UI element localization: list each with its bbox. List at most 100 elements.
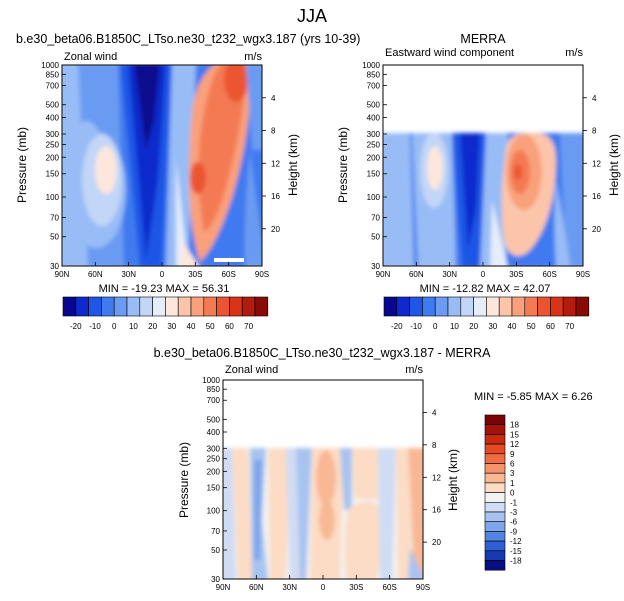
diff-colorbar-box-7 bbox=[484, 472, 506, 484]
panel-merra-left-label: Eastward wind component bbox=[385, 47, 514, 59]
merra-pressure-tick-label: 500 bbox=[367, 101, 381, 110]
diff-pressure-tick-label: 700 bbox=[207, 396, 221, 405]
diff-colorbar-label: 6 bbox=[510, 460, 515, 469]
panel-model-title: b.e30_beta06.B1850C_LTso.ne30_t232_wgx3.… bbox=[16, 32, 360, 46]
diff-colorbar-box-8 bbox=[484, 482, 506, 493]
model-height-tick-label: 16 bbox=[271, 192, 280, 201]
diff-lat-tick-label: 30N bbox=[282, 583, 297, 592]
diff-pressure-tick-label: 70 bbox=[211, 527, 220, 536]
model-pressure-tick-label: 1000 bbox=[41, 61, 59, 70]
merra-colorbar-box-10 bbox=[498, 296, 513, 317]
model-colorbar-label: 10 bbox=[129, 322, 138, 331]
merra-height-tick-label: 16 bbox=[592, 192, 601, 201]
model-lat-tick-label: 30S bbox=[188, 270, 202, 279]
merra-colorbar-label: 40 bbox=[508, 322, 517, 331]
diff-colorbar-box-1 bbox=[484, 414, 506, 425]
diff-colorbar-box-10 bbox=[484, 501, 506, 513]
model-lat-tick-label: 30N bbox=[121, 270, 136, 279]
merra-height-tick-label: 20 bbox=[592, 225, 601, 234]
diff-height-tick-label: 4 bbox=[432, 408, 437, 417]
model-lat-tick-label: 90N bbox=[55, 270, 70, 279]
diff-height-tick-label: 20 bbox=[432, 538, 441, 547]
merra-pressure-tick-label: 1000 bbox=[362, 61, 380, 70]
panel-merra-colorbar bbox=[383, 296, 590, 317]
panel-diff-colorbar bbox=[484, 414, 506, 571]
merra-colorbar-box-8 bbox=[473, 296, 487, 317]
model-pressure-tick-label: 850 bbox=[46, 70, 60, 79]
model-colorbar-box-14 bbox=[229, 296, 243, 317]
diff-pressure-tick-label: 400 bbox=[207, 428, 221, 437]
diff-pressure-tick-label: 50 bbox=[211, 546, 220, 555]
diff-colorbar-label: -1 bbox=[510, 498, 518, 507]
panel-merra-stats: MIN = -12.82 MAX = 42.07 bbox=[420, 283, 551, 295]
merra-pressure-tick-label: 150 bbox=[367, 170, 381, 179]
merra-colorbar-box-5 bbox=[434, 296, 449, 317]
merra-colorbar-label: 0 bbox=[433, 322, 438, 331]
diff-contour-field bbox=[223, 380, 423, 579]
figure-title: JJA bbox=[297, 6, 327, 26]
panel-model-ylabel: Pressure (mb) bbox=[15, 127, 29, 203]
model-colorbar-label: 20 bbox=[148, 322, 157, 331]
model-pressure-tick-label: 30 bbox=[50, 262, 59, 271]
diff-pressure-tick-label: 300 bbox=[207, 444, 221, 453]
model-colorbar-label: 30 bbox=[167, 322, 176, 331]
merra-pressure-tick-label: 850 bbox=[367, 70, 381, 79]
diff-pressure-tick-label: 850 bbox=[207, 385, 221, 394]
merra-colorbar-label: 10 bbox=[450, 322, 459, 331]
model-pressure-tick-label: 300 bbox=[46, 130, 60, 139]
merra-lat-tick-label: 90S bbox=[576, 270, 590, 279]
diff-colorbar-label: -12 bbox=[510, 537, 522, 546]
panel-diff-unit: m/s bbox=[405, 364, 423, 376]
diff-colorbar-label: -15 bbox=[510, 547, 522, 556]
model-height-tick-label: 12 bbox=[271, 159, 280, 168]
diff-colorbar-label: 18 bbox=[510, 421, 519, 430]
merra-lat-tick-label: 60N bbox=[409, 270, 424, 279]
diff-height-tick-label: 8 bbox=[432, 441, 437, 450]
diff-colorbar-label: 9 bbox=[510, 450, 515, 459]
diff-colorbar-label: 3 bbox=[510, 469, 515, 478]
merra-height-tick-label: 8 bbox=[592, 127, 597, 136]
merra-colorbar-label: 30 bbox=[488, 322, 497, 331]
diff-colorbar-label: -3 bbox=[510, 508, 518, 517]
merra-contour-field bbox=[383, 65, 583, 266]
model-colorbar-label: -20 bbox=[70, 322, 82, 331]
panel-diff-title: b.e30_beta06.B1850C_LTso.ne30_t232_wgx3.… bbox=[154, 346, 491, 360]
merra-colorbar-box-3 bbox=[409, 296, 423, 317]
model-lat-tick-label: 0 bbox=[160, 270, 165, 279]
merra-pressure-tick-label: 50 bbox=[371, 233, 380, 242]
diff-colorbar-label: 12 bbox=[510, 440, 519, 449]
diff-lat-tick-label: 60N bbox=[249, 583, 264, 592]
diff-pressure-tick-label: 30 bbox=[211, 575, 220, 584]
diff-colorbar-box-5 bbox=[484, 453, 506, 464]
diff-height-tick-label: 12 bbox=[432, 473, 441, 482]
model-colorbar-label: 60 bbox=[225, 322, 234, 331]
diff-colorbar-box-3 bbox=[484, 434, 506, 445]
model-lat-tick-label: 60N bbox=[88, 270, 103, 279]
merra-colorbar-box-1 bbox=[383, 296, 398, 317]
merra-pressure-tick-label: 400 bbox=[367, 114, 381, 123]
merra-lat-tick-label: 90N bbox=[376, 270, 391, 279]
diff-colorbar-box-2 bbox=[484, 424, 506, 435]
diff-lat-tick-label: 90N bbox=[216, 583, 231, 592]
diff-colorbar-label: -9 bbox=[510, 527, 518, 536]
model-lat-tick-label: 60S bbox=[222, 270, 236, 279]
merra-lat-tick-label: 0 bbox=[481, 270, 486, 279]
model-height-tick-label: 20 bbox=[271, 225, 280, 234]
merra-pressure-tick-label: 70 bbox=[371, 213, 380, 222]
merra-colorbar-box-11 bbox=[511, 296, 526, 317]
merra-colorbar-box-4 bbox=[422, 296, 436, 317]
merra-colorbar-box-7 bbox=[460, 296, 474, 317]
merra-pressure-tick-label: 200 bbox=[367, 153, 381, 162]
panel-diff-height-label: Height (km) bbox=[446, 449, 460, 511]
diff-colorbar-label: -18 bbox=[510, 557, 522, 566]
diff-colorbar-box-11 bbox=[484, 511, 506, 522]
panel-merra-ylabel: Pressure (mb) bbox=[336, 127, 350, 203]
panel-diff: b.e30_beta06.B1850C_LTso.ne30_t232_wgx3.… bbox=[154, 346, 593, 580]
diff-colorbar-box-13 bbox=[484, 531, 506, 542]
diff-colorbar-box-6 bbox=[484, 463, 506, 474]
panel-diff-stats: MIN = -5.85 MAX = 6.26 bbox=[474, 391, 593, 403]
model-colorbar-box-9 bbox=[165, 296, 179, 317]
diff-colorbar-label: 1 bbox=[510, 479, 515, 488]
model-colorbar-label: 40 bbox=[187, 322, 196, 331]
